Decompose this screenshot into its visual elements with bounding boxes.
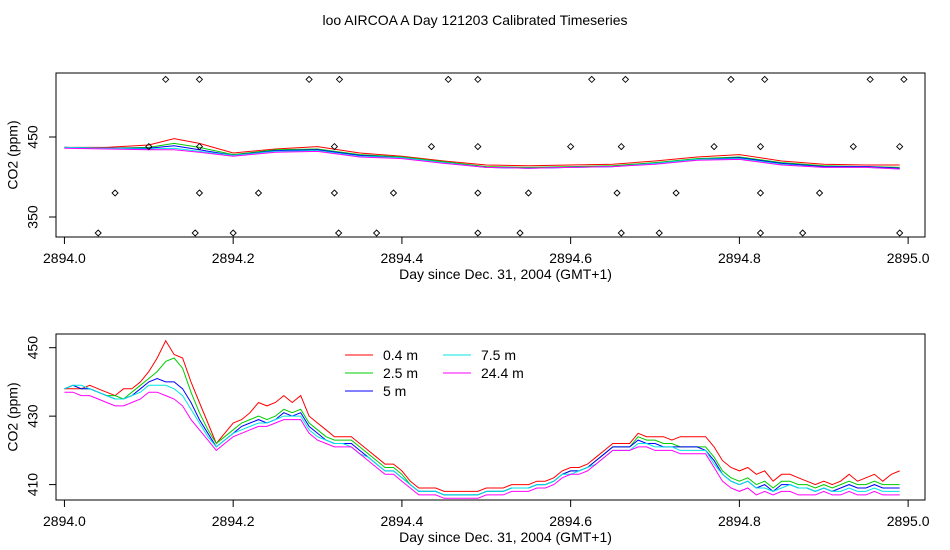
x-tick-label: 2894.4	[380, 513, 423, 529]
data-point-marker	[195, 142, 204, 151]
data-point-marker	[191, 229, 199, 237]
x-axis-label: Day since Dec. 31, 2004 (GMT+1)	[399, 266, 612, 282]
data-point-marker	[195, 75, 204, 84]
y-tick-label: 410	[25, 473, 41, 497]
legend-label: 5 m	[383, 383, 406, 399]
figure-title: loo AIRCOA A Day 121203 Calibrated Times…	[322, 12, 627, 28]
data-point-marker	[710, 142, 718, 151]
data-point-marker	[516, 229, 524, 237]
x-tick-label: 2894.8	[718, 250, 761, 266]
legend-label: 0.4 m	[383, 347, 418, 363]
legend-label: 7.5 m	[481, 347, 516, 363]
data-point-marker	[444, 75, 452, 84]
data-point-marker	[567, 142, 575, 151]
y-axis-label: CO2 (ppm)	[5, 382, 21, 451]
data-point-marker	[474, 189, 482, 197]
series-line-2-5-m	[64, 142, 900, 168]
data-point-marker	[672, 189, 680, 197]
data-point-marker	[613, 189, 621, 197]
data-point-marker	[756, 142, 765, 151]
data-point-marker	[335, 75, 344, 84]
data-point-marker	[145, 142, 153, 151]
x-tick-label: 2895.0	[887, 250, 930, 266]
top-panel: 2894.0 2894.2 2894.4 2894.6 2894.8 2895.0 Day …	[5, 72, 930, 282]
data-point-marker	[372, 229, 381, 237]
series-line-0-4-m	[64, 339, 900, 492]
data-point-marker	[756, 229, 765, 237]
data-point-marker	[330, 142, 339, 151]
data-point-marker	[900, 75, 908, 84]
data-point-marker	[655, 229, 663, 237]
plot-frame	[55, 72, 926, 238]
data-point-marker	[427, 142, 436, 151]
data-point-marker	[896, 229, 904, 237]
data-point-marker	[621, 75, 630, 84]
x-tick-label: 2894.2	[212, 513, 255, 529]
x-tick-label: 2895.0	[887, 513, 930, 529]
data-point-marker	[254, 189, 263, 197]
data-point-marker	[334, 229, 343, 237]
data-point-marker	[229, 229, 237, 237]
data-point-marker	[727, 75, 735, 84]
y-tick-label: 430	[25, 404, 41, 428]
data-point-marker	[305, 75, 313, 84]
x-tick-label: 2894.6	[549, 250, 592, 266]
data-point-marker	[849, 142, 857, 151]
y-axis-label: CO2 (ppm)	[5, 120, 21, 189]
series-line-7-5-m	[64, 384, 900, 496]
data-point-marker	[162, 75, 170, 84]
data-point-marker	[896, 142, 904, 151]
data-point-marker	[330, 189, 339, 197]
x-tick-label: 2894.2	[212, 250, 255, 266]
data-point-marker	[524, 189, 533, 197]
series-line-24-4-m	[64, 391, 900, 499]
data-point-marker	[474, 142, 482, 151]
legend-label: 2.5 m	[383, 365, 418, 381]
data-point-marker	[799, 229, 807, 237]
legend-label: 24.4 m	[481, 365, 524, 381]
data-point-marker	[866, 75, 874, 84]
x-tick-label: 2894.6	[549, 513, 592, 529]
x-tick-label: 2894.4	[380, 250, 423, 266]
data-point-marker	[195, 189, 204, 197]
y-tick-label: 450	[25, 336, 41, 360]
bottom-panel: 2894.0 2894.2 2894.4 2894.6 2894.8 2895.0 Day …	[5, 333, 930, 545]
y-tick-label: 450	[25, 125, 41, 149]
series-line-0-4-m	[64, 138, 900, 167]
data-point-marker	[815, 189, 824, 197]
data-point-marker	[588, 75, 596, 84]
x-axis-label: Day since Dec. 31, 2004 (GMT+1)	[399, 529, 612, 545]
data-point-marker	[94, 229, 102, 237]
data-point-marker	[617, 142, 625, 151]
data-point-marker	[756, 189, 765, 197]
x-tick-label: 2894.8	[718, 513, 761, 529]
data-point-marker	[389, 189, 398, 197]
data-point-marker	[111, 189, 119, 197]
data-point-marker	[474, 229, 482, 237]
x-tick-label: 2894.0	[43, 250, 86, 266]
data-point-marker	[761, 75, 769, 84]
data-point-marker	[474, 75, 482, 84]
series-line-5-m	[64, 377, 900, 496]
x-tick-label: 2894.0	[43, 513, 86, 529]
data-point-marker	[617, 229, 625, 237]
series-line-24-4-m	[64, 147, 900, 170]
legend: 0.4 m 2.5 m 5 m 7.5 m 24.4 m	[345, 347, 524, 399]
y-tick-label: 350	[25, 205, 41, 229]
